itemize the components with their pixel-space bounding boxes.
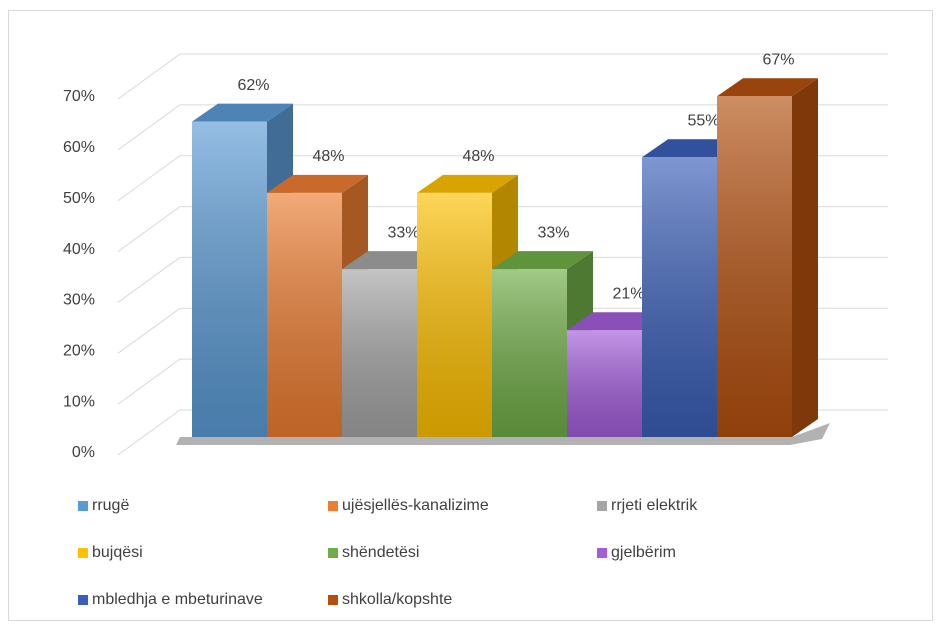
value-label: 21%: [612, 285, 644, 302]
bar-shine: [192, 121, 267, 437]
legend-label: shëndetësi: [342, 544, 419, 561]
value-label: 67%: [762, 51, 794, 68]
bar-shine: [567, 330, 642, 437]
bar-shine: [342, 269, 417, 437]
y-tick-label: 30%: [63, 292, 95, 309]
legend-swatch: [328, 595, 338, 605]
legend-swatch: [78, 548, 88, 558]
y-tick-label: 40%: [63, 241, 95, 258]
bar-top: [267, 174, 368, 193]
legend-label: bujqësi: [92, 544, 143, 561]
value-label: 55%: [687, 113, 719, 130]
bar-side: [792, 78, 818, 437]
bar-shine: [642, 157, 717, 438]
legend-label: rrugë: [92, 497, 129, 514]
floor-shadow: [176, 423, 830, 445]
y-tick-label: 70%: [63, 88, 95, 105]
grid-line: [117, 53, 888, 100]
value-label: 62%: [237, 77, 269, 94]
bar-top: [717, 78, 818, 97]
value-label: 33%: [537, 224, 569, 241]
y-tick-label: 60%: [63, 139, 95, 156]
y-tick-label: 10%: [63, 393, 95, 410]
bar-top: [492, 251, 593, 270]
y-tick-label: 50%: [63, 190, 95, 207]
legend-label: gjelbërim: [611, 544, 676, 561]
bar-shine: [267, 192, 342, 437]
legend-label: rrjeti elektrik: [611, 497, 698, 514]
bar-shine: [717, 96, 792, 437]
legend-swatch: [78, 595, 88, 605]
legend-swatch: [597, 548, 607, 558]
y-tick-label: 20%: [63, 343, 95, 360]
grid-line: [117, 104, 888, 151]
bar-shine: [417, 192, 492, 437]
value-label: 33%: [387, 224, 419, 241]
bar-top: [192, 103, 293, 122]
legend-swatch: [328, 501, 338, 511]
legend-swatch: [328, 548, 338, 558]
legend-label: ujësjellës-kanalizime: [342, 497, 489, 514]
value-label: 48%: [462, 148, 494, 165]
bar-top: [417, 174, 518, 193]
legend-swatch: [78, 501, 88, 511]
legend-swatch: [597, 501, 607, 511]
y-tick-label: 0%: [72, 444, 95, 461]
value-label: 48%: [312, 148, 344, 165]
bar-shine: [492, 269, 567, 437]
legend-label: shkolla/kopshte: [342, 591, 452, 608]
legend-label: mbledhja e mbeturinave: [92, 591, 263, 608]
